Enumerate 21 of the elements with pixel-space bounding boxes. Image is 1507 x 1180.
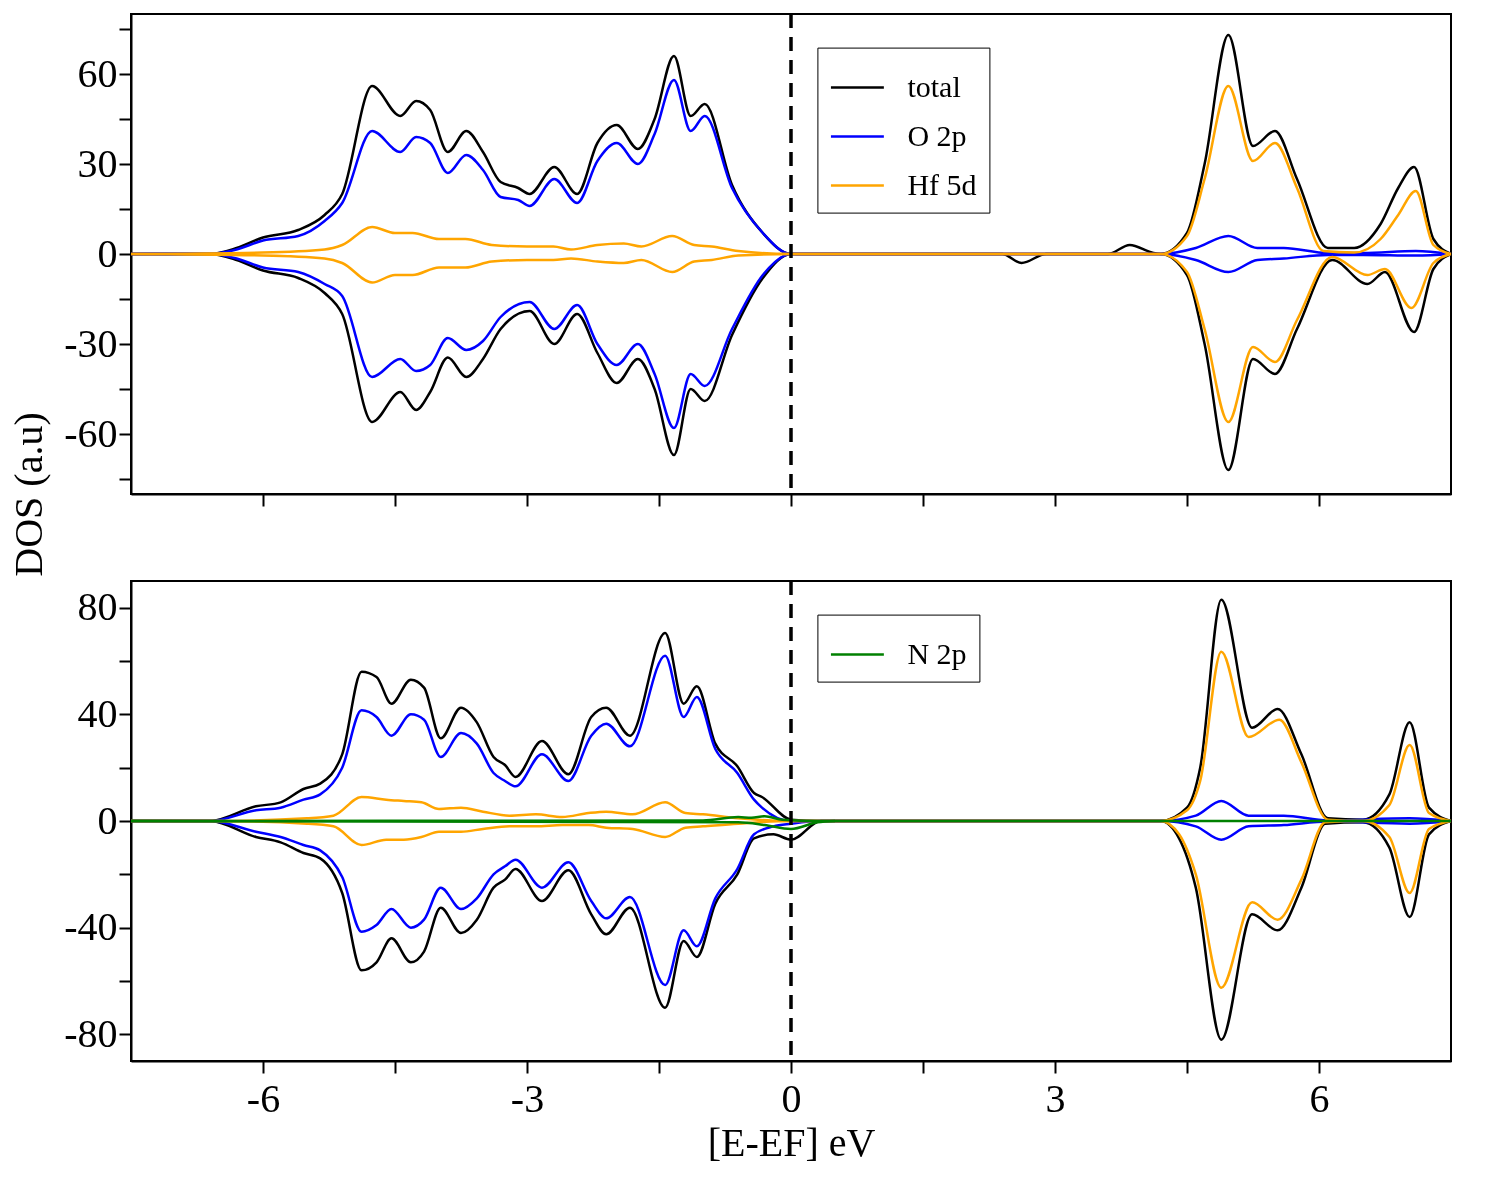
y-tick-label: -40 bbox=[64, 904, 118, 950]
legend-label: O 2p bbox=[907, 118, 967, 152]
x-tick-label: 6 bbox=[1309, 1075, 1330, 1121]
legend-label: Hf 5d bbox=[907, 167, 977, 201]
y-tick-label: 60 bbox=[77, 50, 118, 96]
x-axis-title: [E-EF] eV bbox=[707, 1119, 876, 1165]
x-tick-label: -3 bbox=[510, 1075, 545, 1121]
x-tick-label: -6 bbox=[246, 1075, 281, 1121]
y-tick-label: 0 bbox=[97, 797, 118, 843]
x-tick-label: 3 bbox=[1045, 1075, 1066, 1121]
legend-label: total bbox=[907, 69, 961, 103]
y-tick-label: -80 bbox=[64, 1010, 118, 1056]
y-tick-label: 80 bbox=[77, 584, 118, 630]
legend-label: N 2p bbox=[907, 636, 967, 670]
y-tick-label: 30 bbox=[77, 140, 118, 186]
y-axis-title: DOS (a.u) bbox=[6, 412, 52, 577]
y-tick-label: 0 bbox=[97, 230, 118, 276]
y-tick-label: 40 bbox=[77, 690, 118, 736]
y-tick-label: -60 bbox=[64, 410, 118, 456]
y-tick-label: -30 bbox=[64, 320, 118, 366]
x-tick-label: 0 bbox=[781, 1075, 802, 1121]
